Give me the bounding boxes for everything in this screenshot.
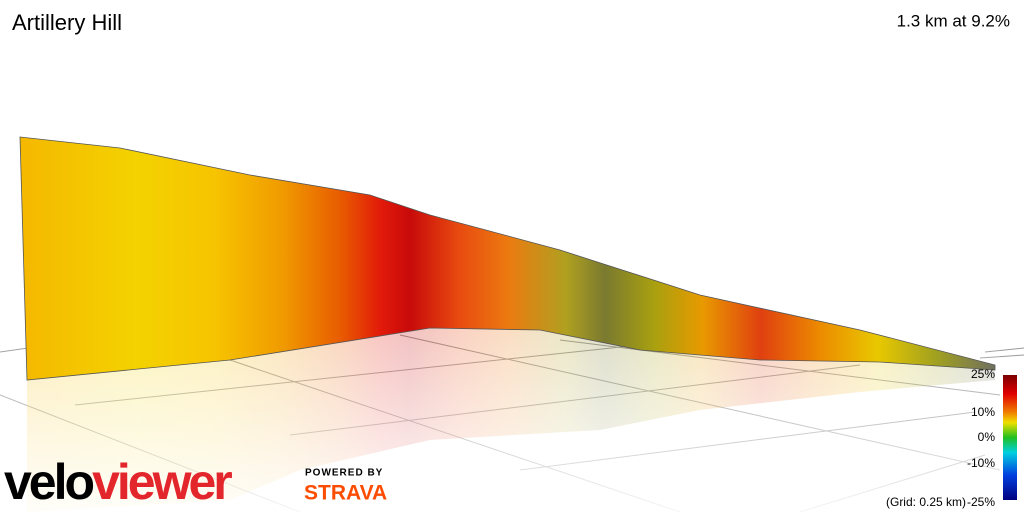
- logo-viewer: viewer: [92, 454, 232, 510]
- logo: veloviewer: [4, 454, 232, 510]
- title: Artillery Hill: [12, 10, 122, 35]
- logo-velo: velo: [4, 454, 94, 510]
- legend-tick: 25%: [971, 367, 995, 381]
- reflection-fade: [0, 330, 1000, 512]
- legend-tick: -10%: [967, 456, 995, 470]
- strava: STRAVA: [304, 482, 387, 505]
- gradient-colorbar: [1003, 375, 1017, 500]
- powered-by: POWERED BY: [305, 468, 383, 479]
- legend-tick: 0%: [978, 430, 996, 444]
- legend-tick: 10%: [971, 405, 995, 419]
- summary: 1.3 km at 9.2%: [897, 11, 1010, 30]
- elevation-profile: [19, 136, 996, 381]
- legend-tick: -25%: [967, 495, 995, 509]
- grid-note: (Grid: 0.25 km): [886, 495, 966, 509]
